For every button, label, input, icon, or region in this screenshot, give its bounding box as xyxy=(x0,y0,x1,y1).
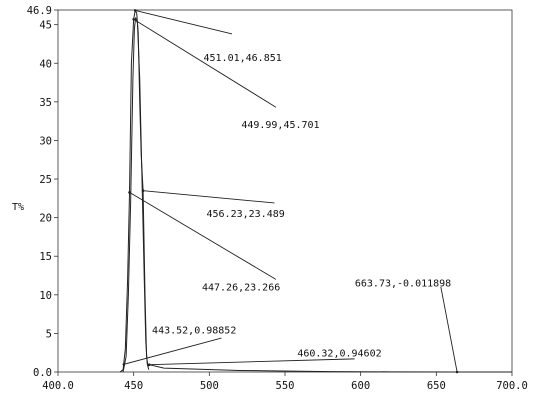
annotation-label: 663.73,-0.011898 xyxy=(355,278,451,289)
x-tick-label: 450 xyxy=(124,380,143,392)
y-tick-label: 35 xyxy=(39,97,52,109)
y-tick-label: 10 xyxy=(39,290,52,302)
annotation-point xyxy=(132,17,135,21)
x-tick-label: 500 xyxy=(200,380,219,392)
annotation-point xyxy=(455,370,459,374)
x-tick-label: 400.0 xyxy=(42,380,74,392)
annotation-label: 443.52,0.98852 xyxy=(152,326,236,337)
series-line-2 xyxy=(122,17,150,373)
y-tick-label: 46.9 xyxy=(27,5,52,17)
x-tick-label: 550 xyxy=(276,380,295,392)
annotation-leader-line xyxy=(135,9,233,35)
annotation-leader-line xyxy=(133,18,277,108)
annotation-point xyxy=(133,9,137,12)
annotation-point xyxy=(141,189,145,192)
series-group xyxy=(119,9,512,373)
series-line-1 xyxy=(119,9,512,373)
x-tick-label: 650 xyxy=(427,380,446,392)
axes xyxy=(54,9,513,376)
annotation-leader-line xyxy=(440,287,458,373)
annotation-leader-line xyxy=(149,358,355,366)
annotation-label: 447.26,23.266 xyxy=(202,282,280,293)
annotation-leader-line xyxy=(123,337,222,365)
annotation-point xyxy=(122,363,126,366)
y-tick-label: 45 xyxy=(39,20,52,32)
y-axis-label: T% xyxy=(12,202,24,213)
annotation-leader-line xyxy=(143,190,275,204)
annotation-point xyxy=(147,363,151,366)
y-tick-label: 30 xyxy=(39,135,52,147)
annotation-label: 456.23,23.489 xyxy=(207,209,285,220)
y-tick-label: 25 xyxy=(39,174,52,186)
y-tick-label: 0.0 xyxy=(33,367,52,379)
y-tick-label: 5 xyxy=(46,328,52,340)
x-tick-label: 600 xyxy=(351,380,370,392)
x-tick-label: 700.0 xyxy=(496,380,528,392)
annotation-label: 451.01,46.851 xyxy=(203,53,281,64)
annotation-label: 460.32,0.94602 xyxy=(297,349,381,360)
annotation-leader-line xyxy=(129,192,277,280)
annotation-label: 449.99,45.701 xyxy=(241,120,319,131)
y-tick-label: 15 xyxy=(39,251,52,263)
tick-labels: 400.0 450 500 550 600 650 700.0 0.0 5 10 15 20 25 30 3… xyxy=(27,5,528,392)
annotation-point xyxy=(128,191,131,194)
y-tick-label: 40 xyxy=(39,58,52,70)
y-tick-label: 20 xyxy=(39,213,52,225)
annotations: 451.01,46.851 449.99,45.701 456.23,23.489 4… xyxy=(122,9,459,374)
